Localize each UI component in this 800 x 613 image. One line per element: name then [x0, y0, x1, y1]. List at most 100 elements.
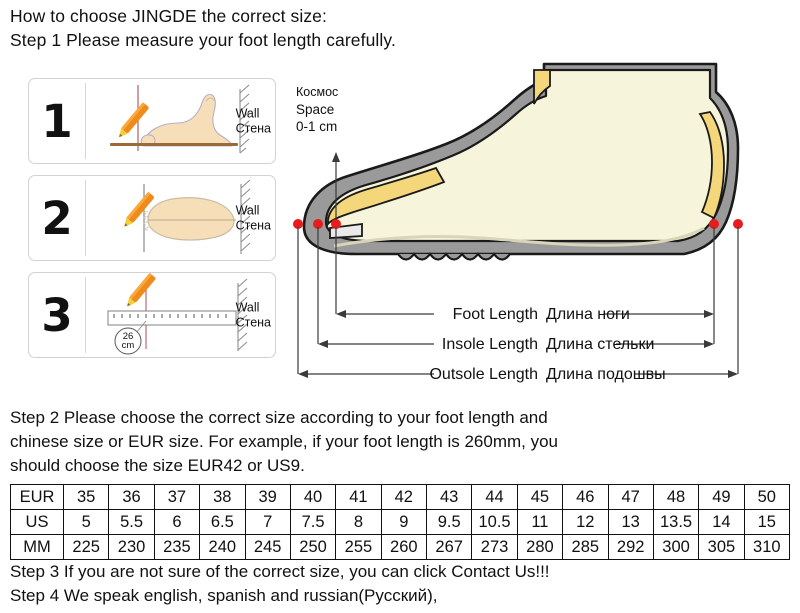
- step-panel-2-illustration: Wall Стена: [86, 176, 275, 260]
- cell-us-15: 15: [743, 509, 791, 535]
- cell-eur-0: 35: [62, 484, 110, 510]
- panel-divider: [85, 277, 86, 353]
- cell-eur-10: 45: [516, 484, 564, 510]
- cell-mm-4: 245: [244, 534, 291, 560]
- cell-mm-8: 267: [425, 534, 473, 560]
- wall-label-en: Wall: [235, 300, 260, 315]
- cell-us-10: 11: [516, 509, 564, 535]
- measurement-steps-panels: 1: [28, 78, 276, 369]
- cell-eur-6: 41: [335, 484, 382, 510]
- cell-us-4: 7: [244, 509, 291, 535]
- svg-text:26: 26: [123, 331, 134, 342]
- foot-top-view-icon: [124, 179, 251, 254]
- size-table-body: EUR 35 36 37 38 39 40 41 42 43 44 45 46 …: [10, 484, 791, 560]
- cell-mm-10: 280: [516, 534, 564, 560]
- cell-eur-13: 48: [652, 484, 700, 510]
- cell-eur-15: 50: [743, 484, 791, 510]
- table-row: US 5 5.5 6 6.5 7 7.5 8 9 9.5 10.5 11 12 …: [10, 509, 791, 535]
- space-label-ru: Космос: [296, 85, 339, 99]
- cell-eur-2: 37: [153, 484, 201, 510]
- row-label-us: US: [10, 509, 64, 535]
- step-panel-1-illustration: Wall Стена: [86, 79, 275, 163]
- cell-mm-14: 305: [698, 534, 745, 560]
- cell-mm-3: 240: [199, 534, 246, 560]
- wall-label-ru: Стена: [235, 218, 271, 232]
- step4-text: Step 4 We speak english, spanish and rus…: [10, 586, 438, 605]
- cell-us-2: 6: [153, 509, 201, 535]
- foot-side-view-icon: [110, 84, 250, 154]
- cell-mm-11: 285: [562, 534, 609, 560]
- size-conversion-table: EUR 35 36 37 38 39 40 41 42 43 44 45 46 …: [10, 484, 791, 560]
- step-panel-2-number: 2: [41, 191, 73, 245]
- step1-heading: Step 1 Please measure your foot length c…: [10, 30, 396, 50]
- cell-us-9: 10.5: [471, 509, 518, 535]
- space-label-en: Space: [296, 102, 335, 117]
- row-label-eur: EUR: [10, 484, 64, 510]
- step-panel-2: 2: [28, 175, 276, 261]
- cell-us-11: 12: [562, 509, 609, 535]
- svg-text:cm: cm: [122, 340, 135, 351]
- step2-line3: should choose the size EUR42 or US9.: [10, 456, 305, 475]
- wall-label-en: Wall: [235, 106, 260, 121]
- cell-mm-1: 230: [108, 534, 155, 560]
- wall-label-en: Wall: [235, 203, 260, 218]
- step-panel-3-illustration: 26 cm Wall Ст: [86, 272, 275, 357]
- step-panel-2-wall-label: Wall Стена: [236, 204, 271, 233]
- marker-outsole-front: [293, 219, 303, 229]
- panel-divider: [85, 180, 86, 256]
- cell-eur-4: 39: [244, 484, 291, 510]
- table-row: MM 225 230 235 240 245 250 255 260 267 2…: [10, 534, 791, 560]
- cell-eur-14: 49: [698, 484, 745, 510]
- cell-eur-5: 40: [289, 484, 337, 510]
- marker-foot-front: [331, 219, 341, 229]
- step-panel-3-wall-label: Wall Стена: [236, 301, 271, 330]
- step-panel-1-wall-label: Wall Стена: [236, 107, 271, 136]
- marker-insole-front: [313, 219, 323, 229]
- cell-us-0: 5: [62, 509, 110, 535]
- wall-label-ru: Стена: [235, 315, 271, 329]
- step-panel-3: 3: [28, 272, 276, 358]
- cell-mm-2: 235: [153, 534, 201, 560]
- cell-eur-9: 44: [471, 484, 518, 510]
- step-panel-1-number: 1: [41, 94, 73, 148]
- cell-us-14: 14: [698, 509, 745, 535]
- cell-us-13: 13.5: [652, 509, 700, 535]
- cell-mm-15: 310: [743, 534, 791, 560]
- cell-eur-12: 47: [607, 484, 654, 510]
- cell-eur-1: 36: [108, 484, 155, 510]
- space-callout: Космос Space 0-1 cm: [296, 84, 338, 135]
- cell-mm-13: 300: [652, 534, 700, 560]
- step2-line1: Step 2 Please choose the correct size ac…: [10, 408, 548, 427]
- step2-line2: chinese size or EUR size. For example, i…: [10, 432, 559, 451]
- marker-foot-back: [709, 219, 719, 229]
- cell-eur-3: 38: [199, 484, 246, 510]
- cell-eur-7: 42: [380, 484, 428, 510]
- shoe-cross-section-diagram: Космос Space 0-1 cm Foot Length Длина но…: [286, 52, 786, 392]
- cell-us-3: 6.5: [199, 509, 246, 535]
- step3-text: Step 3 If you are not sure of the correc…: [10, 562, 550, 581]
- ruler-measure-icon: 26 cm: [107, 272, 248, 355]
- panel-divider: [85, 83, 86, 159]
- cell-mm-6: 255: [335, 534, 382, 560]
- row-label-mm: MM: [10, 534, 64, 560]
- cell-us-12: 13: [607, 509, 654, 535]
- cell-us-7: 9: [380, 509, 428, 535]
- cell-us-6: 8: [335, 509, 382, 535]
- cell-us-1: 5.5: [108, 509, 155, 535]
- shoe-anatomy-illustration: [293, 62, 743, 378]
- cell-mm-7: 260: [380, 534, 428, 560]
- table-row: EUR 35 36 37 38 39 40 41 42 43 44 45 46 …: [10, 484, 791, 510]
- cell-us-5: 7.5: [289, 509, 337, 535]
- step-panel-3-number: 3: [41, 288, 73, 342]
- cell-mm-0: 225: [62, 534, 110, 560]
- cell-us-8: 9.5: [425, 509, 473, 535]
- cell-mm-5: 250: [289, 534, 337, 560]
- page-title: How to choose JINGDE the correct size:: [10, 6, 327, 26]
- step-panel-1: 1: [28, 78, 276, 164]
- cell-eur-8: 43: [425, 484, 473, 510]
- space-label-value: 0-1 cm: [296, 119, 338, 134]
- marker-outsole-back: [733, 219, 743, 229]
- cell-mm-9: 273: [471, 534, 518, 560]
- cell-mm-12: 292: [607, 534, 654, 560]
